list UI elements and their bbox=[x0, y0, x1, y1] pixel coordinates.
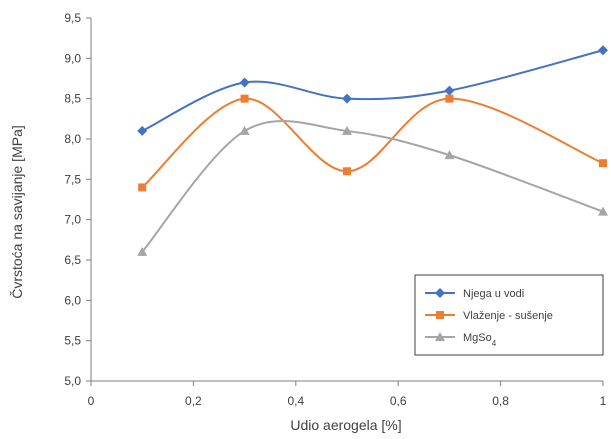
legend-swatch-marker bbox=[436, 311, 444, 319]
series-1 bbox=[137, 45, 608, 136]
x-tick-label: 1 bbox=[600, 394, 607, 408]
series-line bbox=[141, 49, 604, 132]
data-point bbox=[137, 246, 148, 256]
data-point bbox=[444, 85, 455, 96]
legend-label-subscript: 4 bbox=[492, 339, 497, 348]
legend-label: Vlaženje - sušenje bbox=[463, 310, 553, 322]
legend-item: MgSo4 bbox=[425, 332, 497, 348]
y-tick-label: 6,0 bbox=[64, 293, 81, 307]
data-point bbox=[343, 167, 351, 176]
series-3 bbox=[137, 120, 608, 256]
legend-label: Njega u vodi bbox=[463, 288, 524, 300]
series-line bbox=[141, 97, 604, 189]
x-tick-label: 0,6 bbox=[390, 394, 407, 408]
data-point bbox=[239, 125, 250, 135]
y-tick-label: 8,0 bbox=[64, 132, 81, 146]
data-point bbox=[599, 159, 607, 168]
series-2 bbox=[138, 94, 607, 192]
data-point bbox=[342, 125, 352, 135]
y-tick-label: 9,5 bbox=[64, 11, 81, 25]
data-point bbox=[240, 94, 249, 103]
legend-swatch-marker bbox=[435, 288, 445, 298]
data-point bbox=[598, 206, 608, 216]
data-point bbox=[138, 183, 147, 192]
axes bbox=[86, 17, 604, 386]
legend-swatch-marker bbox=[435, 332, 445, 341]
y-tick-labels: 5,0 5,5 6,0 6,5 7,0 7,5 8,0 8,5 9,0 9,5 bbox=[64, 11, 81, 388]
y-tick-label: 6,5 bbox=[64, 253, 81, 267]
data-point bbox=[342, 93, 352, 104]
x-tick-label: 0,8 bbox=[492, 394, 509, 408]
legend: Njega u vodi Vlaženje - sušenje MgSo4 bbox=[414, 274, 604, 356]
series-layer bbox=[137, 45, 608, 256]
data-point bbox=[598, 45, 608, 56]
data-point bbox=[239, 77, 250, 88]
y-axis-title: Čvrstoća na savijanje [MPa] bbox=[9, 125, 25, 299]
legend-item: Vlaženje - sušenje bbox=[425, 310, 553, 322]
y-tick-label: 9,0 bbox=[64, 51, 81, 65]
x-tick-label: 0,4 bbox=[287, 394, 304, 408]
y-tick-label: 8,5 bbox=[64, 92, 81, 106]
data-point bbox=[444, 150, 455, 160]
data-point bbox=[445, 94, 454, 103]
x-axis-title: Udio aerogela [%] bbox=[290, 417, 401, 433]
legend-item: Njega u vodi bbox=[425, 288, 524, 300]
x-tick-labels: 0 0,2 0,4 0,6 0,8 1 bbox=[88, 394, 607, 408]
series-line bbox=[141, 120, 604, 253]
legend-label: MgSo4 bbox=[463, 332, 497, 348]
data-point bbox=[137, 125, 148, 136]
x-tick-label: 0,2 bbox=[185, 394, 202, 408]
x-tick-label: 0 bbox=[88, 394, 95, 408]
y-tick-label: 7,5 bbox=[64, 172, 81, 186]
y-tick-label: 5,0 bbox=[64, 374, 81, 388]
y-tick-label: 5,5 bbox=[64, 334, 81, 348]
y-tick-label: 7,0 bbox=[64, 213, 81, 227]
